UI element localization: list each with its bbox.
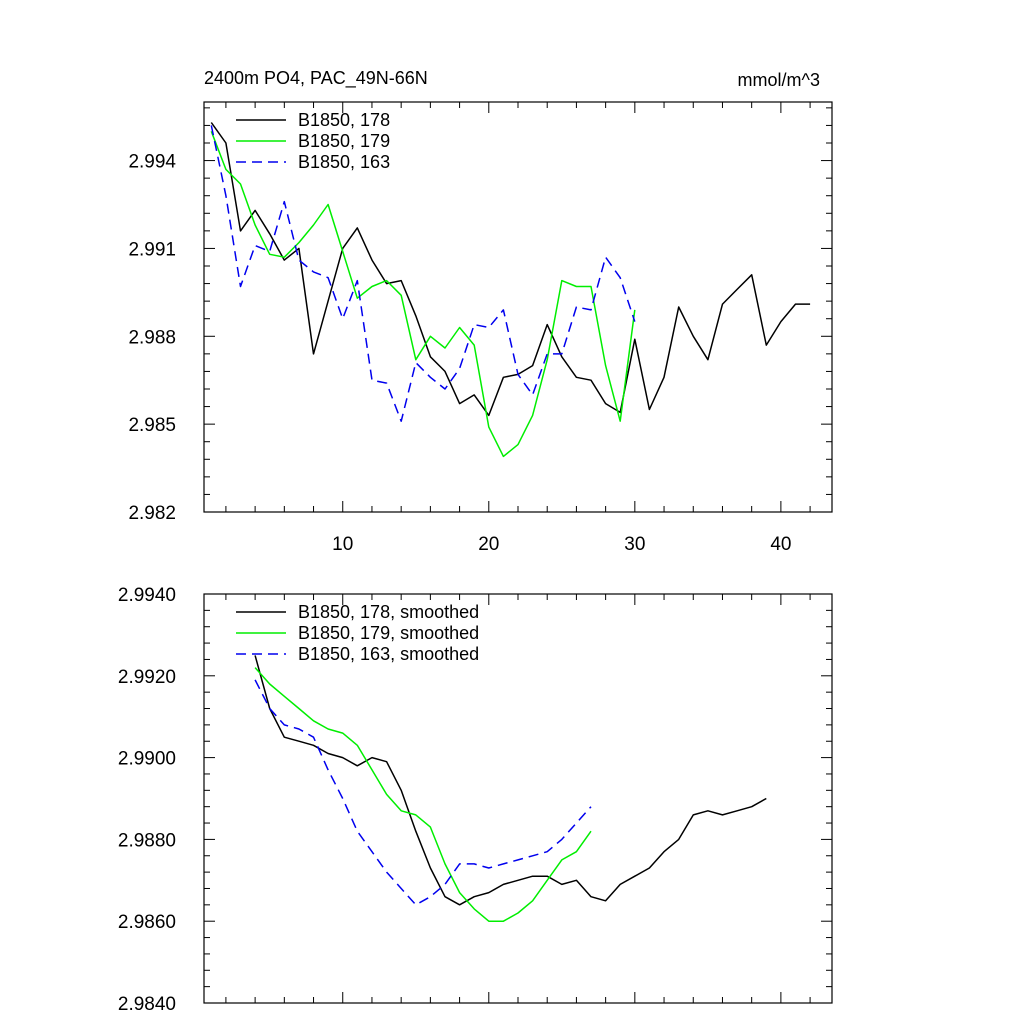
legend-label: B1850, 178, smoothed (298, 602, 479, 622)
legend-label: B1850, 163 (298, 152, 390, 172)
y-tick-label: 2.994 (128, 152, 176, 173)
legend-label: B1850, 178 (298, 110, 390, 130)
legend-label: B1850, 179, smoothed (298, 623, 479, 643)
chart-title: 2400m PO4, PAC_49N-66N (204, 68, 428, 89)
series-line-3 (210, 125, 636, 422)
series-line-2 (210, 131, 636, 458)
y-tick-label: 2.9900 (118, 749, 176, 770)
y-tick-label: 2.988 (128, 327, 176, 348)
y-tick-label: 2.9840 (118, 994, 176, 1015)
y-tick-label: 2.9880 (118, 830, 176, 851)
legend-label: B1850, 163, smoothed (298, 644, 479, 664)
top-chart-panel: 10 20 30 40 2.982 2.985 2.988 2.991 2.994 2400m P… (128, 68, 833, 555)
y-tick-label: 2.9860 (118, 912, 176, 933)
units-label: mmol/m^3 (738, 70, 820, 90)
y-tick-label: 2.982 (128, 503, 176, 524)
series-line-1 (254, 655, 767, 906)
legend-label: B1850, 179 (298, 131, 390, 151)
y-tick-label: 2.9920 (118, 667, 176, 688)
bottom-chart-panel: 2.9840 2.9860 2.9880 2.9900 2.9920 2.9940 B185… (118, 585, 833, 1015)
y-tick-label: 2.991 (128, 239, 176, 260)
x-tick-label: 40 (770, 534, 791, 555)
y-tick-label: 2.9940 (118, 585, 176, 606)
series-line-3 (254, 679, 592, 906)
series-line-1 (210, 122, 811, 417)
x-tick-label: 30 (624, 534, 645, 555)
y-tick-label: 2.985 (128, 415, 176, 436)
series-line-2 (254, 667, 592, 922)
x-tick-label: 10 (332, 534, 353, 555)
x-tick-label: 20 (478, 534, 499, 555)
